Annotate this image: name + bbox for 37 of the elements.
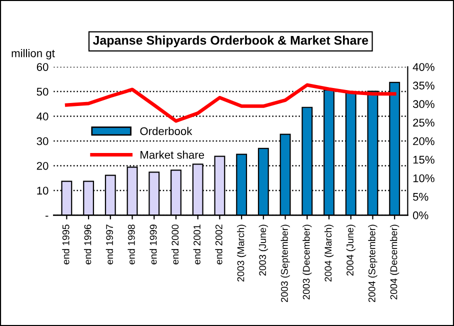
x-tick-label: 2004 (June) <box>346 224 356 276</box>
x-tick-label: end 1998 <box>128 224 135 264</box>
y2-tick-label: 40% <box>412 63 434 71</box>
x-tick-label: 2004 (September) <box>368 224 378 302</box>
x-tick-label: end 1997 <box>106 224 114 264</box>
legend-label: Orderbook <box>140 126 192 136</box>
y2-tick-label: 0% <box>412 211 428 220</box>
x-tick-label: end 2002 <box>215 224 222 264</box>
y2-tick-label: 5% <box>413 192 428 201</box>
y-tick-label: 20 <box>36 162 48 170</box>
y-tick-label: 30 <box>36 137 48 146</box>
x-tick-label: end 1996 <box>84 224 92 264</box>
y2-tick-label: 20% <box>413 137 434 146</box>
x-tick-label: 2004 (March) <box>324 224 334 282</box>
x-tick-label: 2003 (March) <box>237 224 246 282</box>
x-tick-label: end 1999 <box>150 224 157 264</box>
y2-tick-label: 15% <box>413 156 434 164</box>
chart-title: Japanse Shipyards Orderbook & Market Share <box>92 36 368 48</box>
x-tick-label: 2003 (September) <box>280 224 290 302</box>
x-tick-label: 2003 (June) <box>258 224 268 276</box>
x-tick-label: 2003 (December) <box>302 224 312 300</box>
x-tick-label: 2004 (December) <box>390 224 400 300</box>
y-tick-label: 10 <box>37 186 48 195</box>
y2-tick-label: 10% <box>413 174 434 182</box>
y2-tick-label: 35% <box>412 82 434 90</box>
y2-tick-label: 30% <box>412 100 434 108</box>
legend-label: Market share <box>140 150 204 159</box>
y-tick-label: - <box>46 216 48 217</box>
y-tick-label: 40 <box>36 112 48 120</box>
y2-tick-label: 25% <box>413 118 434 127</box>
x-tick-label: end 2001 <box>193 224 200 264</box>
y-tick-label: 50 <box>36 88 48 96</box>
x-tick-label: end 1995 <box>62 224 70 264</box>
y-tick-label: 60 <box>36 63 48 71</box>
line-series <box>64 83 396 123</box>
x-tick-label: end 2000 <box>171 224 179 264</box>
y-axis-title: million gt <box>12 49 55 60</box>
